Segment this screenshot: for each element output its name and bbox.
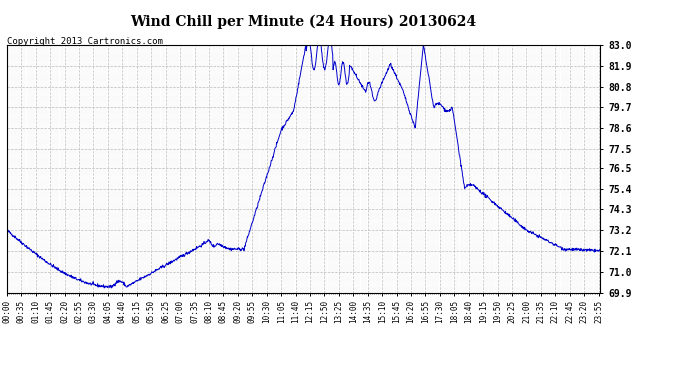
Text: Copyright 2013 Cartronics.com: Copyright 2013 Cartronics.com [7,38,163,46]
Text: Wind Chill per Minute (24 Hours) 20130624: Wind Chill per Minute (24 Hours) 2013062… [130,15,477,29]
Text: Temperature  (°F): Temperature (°F) [584,30,684,40]
